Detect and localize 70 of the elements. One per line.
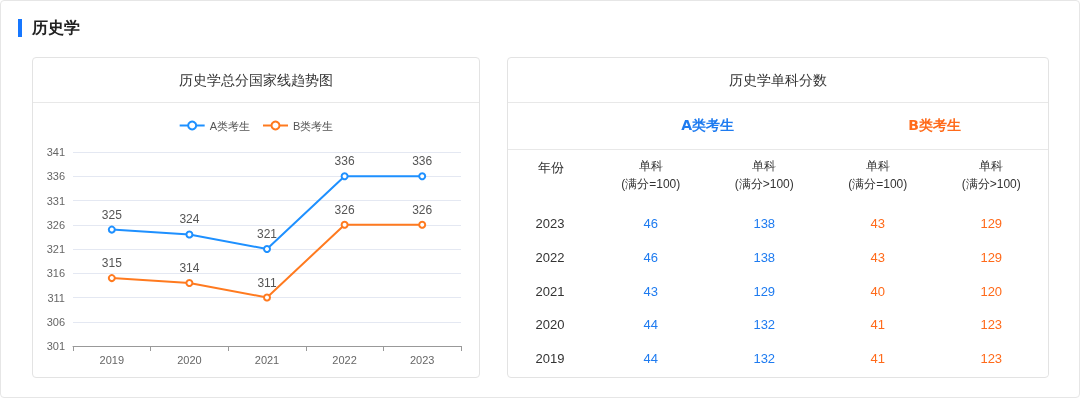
point: [418, 220, 427, 229]
text: 历史学: [32, 17, 80, 39]
y-axis-title: 年份: [538, 160, 564, 174]
y-tick-label: 326: [46, 218, 65, 231]
data-label: 315: [101, 256, 123, 271]
x-tick-label: 2021: [254, 353, 280, 366]
data-label: 325: [101, 207, 123, 222]
point: [107, 274, 116, 283]
data-label: 314: [179, 260, 200, 275]
data-label: 129: [753, 283, 776, 298]
point: [418, 172, 427, 181]
data-label: 40: [870, 283, 885, 298]
point: [340, 220, 349, 229]
y-tick-label: 321: [46, 243, 65, 255]
x-tick-label: 单科 (满分>100): [961, 158, 1021, 191]
y-tick-label: 2023: [535, 215, 565, 231]
x-tick-label: 2022: [332, 353, 357, 366]
data-label: 336: [334, 154, 355, 169]
legend-label: B类考生: [293, 119, 334, 132]
data-label: 120: [980, 283, 1003, 298]
data-label: 41: [870, 350, 885, 366]
point: [185, 278, 194, 287]
y-tick-label: 311: [47, 291, 65, 304]
data-label: 138: [753, 215, 776, 231]
data-label: 41: [870, 316, 885, 332]
data-label: 311: [257, 275, 277, 290]
data-label: 326: [334, 202, 355, 217]
data-label: 43: [643, 283, 658, 298]
data-label: 129: [980, 249, 1003, 265]
point: [185, 230, 194, 239]
data-label: 138: [753, 249, 776, 265]
data-label: 123: [980, 350, 1003, 366]
y-tick-label: 301: [46, 340, 65, 352]
y-tick-label: 2020: [535, 316, 565, 332]
x-tick-label: 单科 (满分=100): [621, 158, 681, 191]
point: [263, 293, 271, 302]
data-label: 44: [643, 350, 658, 366]
data-label: 132: [753, 350, 776, 366]
x-tick-label: 单科 (满分>100): [734, 158, 794, 191]
data-label: 336: [412, 154, 433, 169]
y-tick-label: 306: [46, 315, 65, 328]
chart-title: 历史学总分国家线趋势图: [33, 58, 479, 103]
y-tick-label: 2022: [535, 249, 565, 265]
y-tick-label: 316: [46, 267, 65, 280]
x-tick-label: 2019: [99, 353, 125, 366]
data-label: 129: [980, 215, 1003, 231]
y-tick-label: 331: [46, 194, 65, 207]
data-label: 326: [412, 202, 433, 217]
y-tick-label: 2021: [535, 283, 565, 298]
point: [340, 172, 349, 181]
point: [263, 245, 271, 253]
text: A类考生: [594, 103, 822, 149]
x-tick-label: 单科 (满分=100): [848, 158, 908, 191]
data-label: 324: [179, 212, 200, 227]
data-label: 46: [643, 215, 658, 231]
data-label: 43: [870, 215, 885, 231]
x-tick-label: 2023: [409, 353, 435, 366]
data-label: 46: [643, 249, 658, 265]
chart-title: 历史学单科分数: [508, 58, 1048, 103]
legend-label: A类考生: [209, 119, 251, 132]
data-label: 321: [256, 227, 278, 241]
data-label: 123: [980, 316, 1003, 332]
data-label: 43: [870, 249, 885, 265]
y-tick-label: 336: [46, 170, 65, 183]
data-label: 44: [643, 316, 658, 332]
data-label: 132: [753, 316, 776, 332]
point: [107, 225, 116, 234]
y-tick-label: 341: [46, 146, 65, 158]
text: B类考生: [821, 103, 1048, 149]
x-tick-label: 2020: [177, 353, 202, 366]
